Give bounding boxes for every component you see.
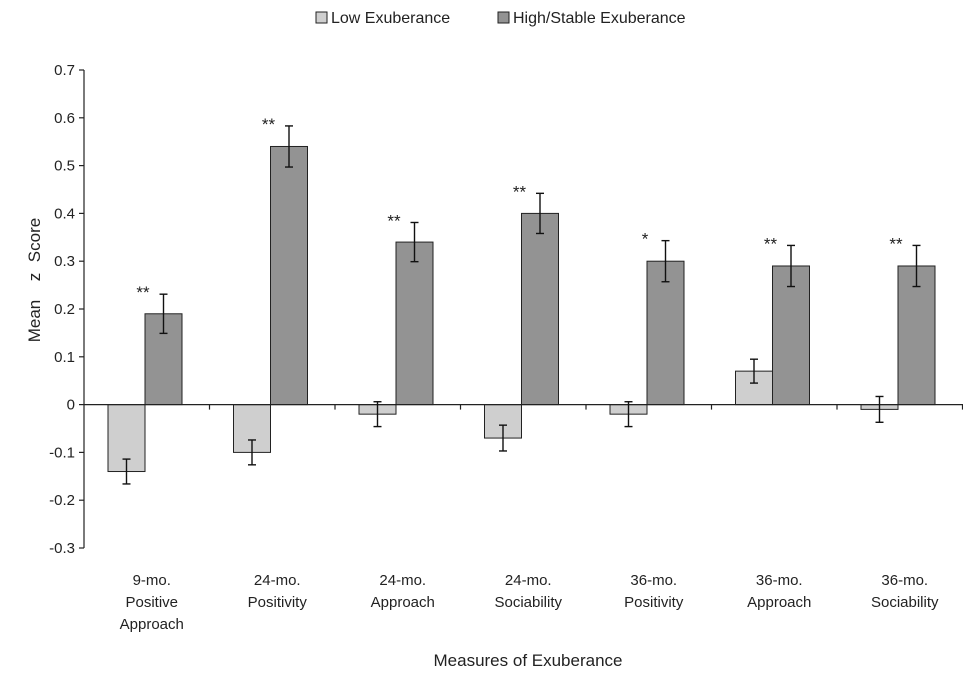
legend-label-low-exuberance: Low Exuberance [331, 10, 450, 27]
x-category-label: Positivity [624, 594, 684, 611]
significance-marker: ** [387, 211, 401, 230]
y-tick-label: 0.4 [54, 205, 75, 222]
significance-marker: ** [889, 234, 903, 253]
bar-high-stable-exuberance [772, 265, 810, 406]
x-category-label: 36-mo. [756, 572, 803, 589]
x-category-label: Positivity [248, 594, 308, 611]
significance-marker: ** [764, 234, 778, 253]
x-category-label: 24-mo. [254, 572, 301, 589]
y-tick-label: 0 [67, 397, 75, 414]
x-category-label: 24-mo. [379, 572, 426, 589]
y-axis-title-score: Score [25, 218, 44, 262]
x-category-label: Approach [120, 616, 184, 633]
legend-label-high-stable-exuberance: High/Stable Exuberance [513, 10, 686, 27]
bar-high-stable-exuberance [395, 241, 434, 406]
x-category-label: Approach [747, 594, 811, 611]
significance-marker: ** [136, 283, 150, 302]
significance-marker: ** [262, 115, 276, 134]
x-category-label: Sociability [494, 594, 562, 611]
x-category-label: 9-mo. [133, 572, 171, 589]
x-category-label: 36-mo. [630, 572, 677, 589]
y-axis-title: Mean z Score [25, 218, 44, 342]
legend: Low Exuberance High/Stable Exuberance [315, 10, 686, 27]
bar-high-stable-exuberance [521, 212, 559, 406]
x-category-label: 24-mo. [505, 572, 552, 589]
y-tick-label: 0.2 [54, 301, 75, 318]
y-tick-label: 0.7 [54, 62, 75, 79]
y-axis-title-z: z [25, 273, 44, 282]
bar-high-stable-exuberance [646, 260, 685, 406]
bar-high-stable-exuberance [270, 145, 308, 406]
y-tick-label: 0.6 [54, 110, 75, 127]
legend-swatch-high-stable-exuberance [497, 11, 510, 24]
significance-marker: * [642, 230, 649, 249]
y-tick-label: 0.3 [54, 253, 75, 270]
y-axis-title-mean: Mean [25, 300, 44, 343]
y-tick-label: 0.1 [54, 349, 75, 366]
y-tick-label: -0.2 [49, 492, 75, 509]
y-tick-label: 0.5 [54, 158, 75, 175]
y-tick-label: -0.1 [49, 444, 75, 461]
plot-area: -0.3-0.2-0.100.10.20.30.40.50.60.7******… [49, 62, 963, 633]
legend-swatch-low-exuberance [315, 11, 328, 24]
significance-marker: ** [513, 182, 527, 201]
y-tick-label: -0.3 [49, 540, 75, 557]
x-category-label: Positive [125, 594, 178, 611]
x-category-label: Approach [371, 594, 435, 611]
x-category-label: 36-mo. [881, 572, 928, 589]
x-category-label: Sociability [871, 594, 939, 611]
x-axis-title: Measures of Exuberance [434, 651, 623, 670]
